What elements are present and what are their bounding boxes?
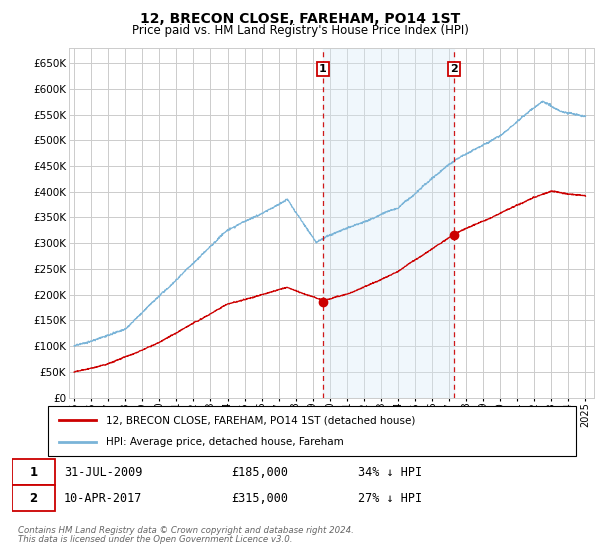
Text: 12, BRECON CLOSE, FAREHAM, PO14 1ST (detached house): 12, BRECON CLOSE, FAREHAM, PO14 1ST (det… bbox=[106, 415, 415, 425]
Text: Contains HM Land Registry data © Crown copyright and database right 2024.: Contains HM Land Registry data © Crown c… bbox=[18, 526, 353, 535]
Text: 1: 1 bbox=[319, 64, 326, 74]
Bar bbox=[323, 48, 454, 398]
Text: 34% ↓ HPI: 34% ↓ HPI bbox=[358, 465, 422, 479]
Text: 2: 2 bbox=[450, 64, 458, 74]
Text: £315,000: £315,000 bbox=[231, 492, 288, 505]
FancyBboxPatch shape bbox=[48, 406, 576, 456]
Text: Price paid vs. HM Land Registry's House Price Index (HPI): Price paid vs. HM Land Registry's House … bbox=[131, 24, 469, 36]
Text: 1: 1 bbox=[29, 465, 38, 479]
Text: 12, BRECON CLOSE, FAREHAM, PO14 1ST: 12, BRECON CLOSE, FAREHAM, PO14 1ST bbox=[140, 12, 460, 26]
Text: 27% ↓ HPI: 27% ↓ HPI bbox=[358, 492, 422, 505]
Text: 31-JUL-2009: 31-JUL-2009 bbox=[64, 465, 142, 479]
FancyBboxPatch shape bbox=[12, 459, 55, 485]
Text: This data is licensed under the Open Government Licence v3.0.: This data is licensed under the Open Gov… bbox=[18, 535, 292, 544]
Text: 10-APR-2017: 10-APR-2017 bbox=[64, 492, 142, 505]
Text: 2: 2 bbox=[29, 492, 38, 505]
Text: HPI: Average price, detached house, Fareham: HPI: Average price, detached house, Fare… bbox=[106, 437, 344, 447]
Text: £185,000: £185,000 bbox=[231, 465, 288, 479]
FancyBboxPatch shape bbox=[12, 485, 55, 511]
